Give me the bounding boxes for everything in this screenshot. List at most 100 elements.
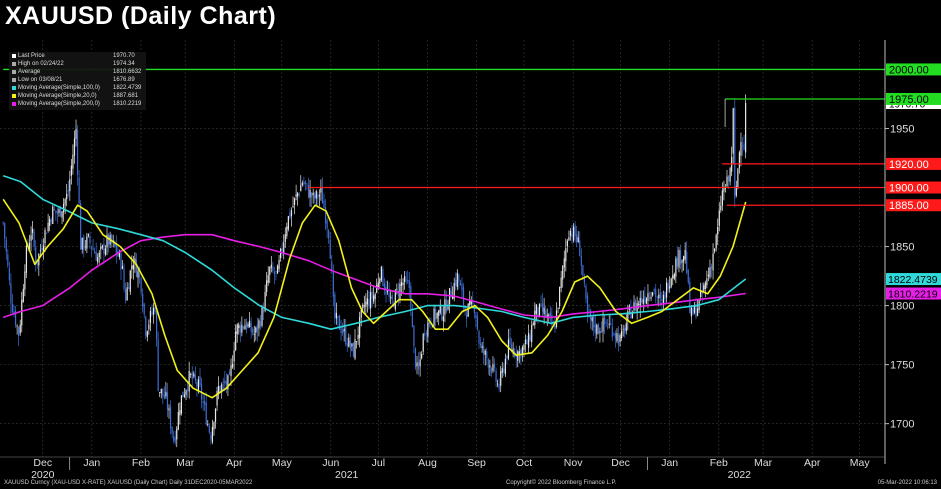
- candle-body: [169, 406, 172, 429]
- candle-body: [59, 206, 62, 217]
- candle-body: [501, 368, 503, 373]
- ma200-line: [2, 233, 746, 319]
- candle-body: [603, 316, 606, 325]
- candle-body: [672, 275, 674, 279]
- legend-value: 1810.2219: [113, 101, 142, 107]
- candle-body: [188, 371, 190, 392]
- price-level-text: 1885.00: [889, 200, 929, 212]
- candle-body: [552, 323, 555, 325]
- candle-body: [368, 299, 370, 307]
- candle-body: [605, 322, 607, 324]
- candle-body: [470, 300, 472, 305]
- candle-body: [191, 372, 193, 380]
- candle-body: [619, 334, 621, 342]
- candle-body: [586, 295, 589, 315]
- candle-body: [111, 234, 113, 244]
- candle-body: [735, 186, 737, 196]
- candle-body: [563, 258, 565, 268]
- candle-body: [690, 307, 692, 317]
- candle-body: [648, 296, 651, 298]
- candle-body: [523, 344, 525, 350]
- candle-body: [535, 304, 537, 314]
- candle-body: [703, 285, 705, 292]
- candle-body: [582, 265, 584, 276]
- candle-body: [459, 282, 462, 286]
- candle-body: [438, 310, 440, 316]
- candle-body: [441, 307, 443, 320]
- candle-body: [35, 247, 37, 264]
- candle-body: [518, 351, 520, 355]
- candle-body: [695, 304, 697, 317]
- legend-label: Moving Average(Simple,100,0): [18, 85, 100, 91]
- candle-body: [78, 177, 80, 204]
- candle-body: [162, 388, 164, 396]
- candle-body: [269, 267, 271, 275]
- candle-body: [709, 267, 711, 278]
- candle-body: [239, 325, 241, 333]
- candle-body: [717, 226, 719, 235]
- candle-body: [377, 282, 379, 288]
- candle-body: [534, 310, 536, 326]
- candle-body: [311, 193, 313, 198]
- candle-body: [309, 189, 311, 198]
- candle-body: [362, 304, 364, 309]
- candle-body: [25, 245, 28, 273]
- candle-body: [531, 325, 533, 343]
- candle-body: [427, 322, 429, 337]
- candle-body: [439, 305, 441, 313]
- candle-body: [662, 294, 665, 304]
- candle-body: [546, 314, 548, 317]
- candle-body: [373, 295, 375, 302]
- candle-body: [28, 242, 31, 249]
- legend-swatch: [12, 70, 16, 74]
- candle-body: [280, 248, 282, 259]
- candle-body: [283, 242, 285, 255]
- candle-body: [128, 287, 130, 289]
- candle-body: [233, 350, 235, 362]
- candle-body: [503, 368, 505, 373]
- candle-body: [193, 373, 195, 377]
- candle-body: [18, 326, 20, 337]
- price-level-box: [886, 181, 941, 194]
- candle-body: [481, 345, 483, 349]
- candle-body: [30, 235, 32, 241]
- candle-body: [593, 315, 595, 328]
- candle-body: [379, 278, 381, 284]
- legend-item: High on 02/24/22 1974.34: [9, 61, 146, 68]
- candle-body: [363, 305, 365, 307]
- candle-body: [180, 395, 183, 414]
- candle-body: [745, 102, 747, 153]
- candle-body: [371, 291, 373, 299]
- candle-body: [194, 374, 196, 381]
- candle-body: [675, 258, 677, 277]
- candle-body: [335, 312, 338, 319]
- candle-body: [216, 391, 218, 406]
- candle-body: [317, 194, 319, 199]
- candle-body: [521, 347, 524, 356]
- candle-body: [218, 385, 220, 394]
- legend-swatch: [12, 86, 16, 90]
- candle-body: [414, 348, 417, 368]
- candle-body: [543, 307, 545, 314]
- candle-body: [81, 237, 83, 250]
- candle-body: [738, 152, 741, 169]
- candle-body: [669, 286, 671, 289]
- candle-body: [185, 390, 187, 395]
- candle-body: [456, 272, 458, 288]
- candle-body: [56, 211, 59, 214]
- candle-body: [452, 295, 454, 300]
- candle-body: [21, 299, 23, 326]
- candle-body: [421, 353, 423, 359]
- candle-body: [374, 294, 376, 299]
- candle-body: [273, 271, 276, 275]
- legend-swatch: [12, 54, 16, 58]
- candle-body: [455, 279, 457, 286]
- plot-background: [0, 40, 885, 464]
- candle-body: [293, 198, 296, 205]
- candle-body: [369, 292, 372, 309]
- candle-body: [315, 190, 317, 199]
- x-year-label: 2021: [335, 469, 359, 481]
- legend-swatch: [12, 62, 16, 66]
- candle-body: [245, 322, 248, 330]
- candle-body: [435, 309, 437, 320]
